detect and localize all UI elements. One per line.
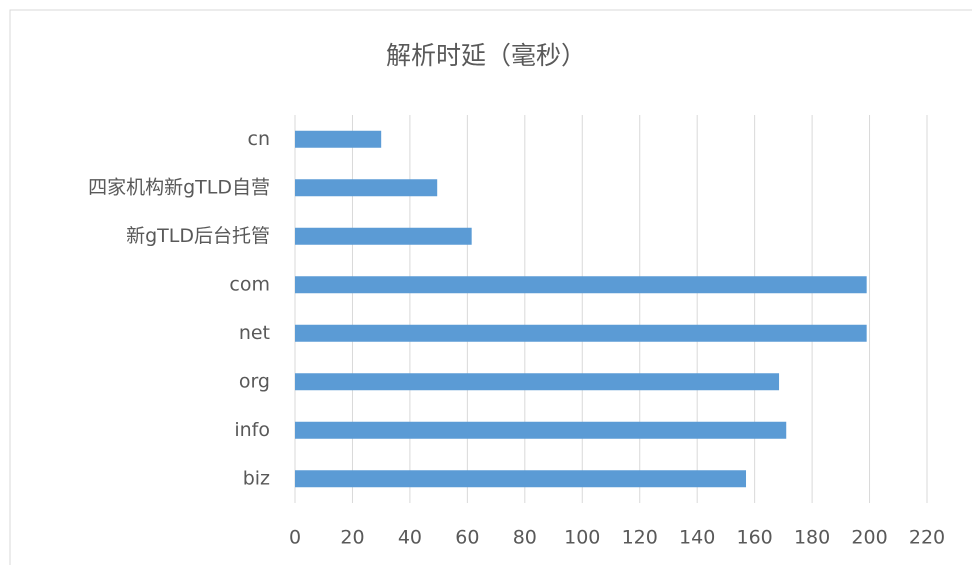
x-tick-label: 220	[909, 527, 945, 549]
x-tick-label: 0	[289, 527, 301, 549]
chart-border	[9, 9, 972, 565]
y-tick-label: biz	[243, 467, 270, 489]
bar	[295, 227, 472, 245]
y-tick-label: org	[239, 370, 270, 392]
bar	[295, 470, 747, 488]
x-tick-label: 140	[679, 527, 715, 549]
x-tick-label: 180	[794, 527, 830, 549]
x-tick-label: 100	[564, 527, 600, 549]
x-tick-label: 80	[513, 527, 537, 549]
y-tick-label: cn	[248, 128, 271, 150]
bar	[295, 130, 382, 148]
y-tick-label: 四家机构新gTLD自营	[88, 176, 270, 198]
bar	[295, 179, 438, 197]
y-tick-label: com	[229, 273, 270, 295]
x-tick-label: 160	[737, 527, 773, 549]
x-tick-label: 120	[622, 527, 658, 549]
bar	[295, 373, 780, 391]
bar	[295, 276, 867, 294]
bar	[295, 324, 867, 342]
x-tick-label: 60	[455, 527, 479, 549]
x-tick-label: 20	[340, 527, 364, 549]
chart-title: 解析时延（毫秒）	[386, 41, 586, 70]
y-tick-label: 新gTLD后台托管	[126, 225, 270, 247]
bar	[295, 421, 787, 439]
x-tick-label: 40	[398, 527, 422, 549]
y-tick-label: net	[239, 322, 270, 344]
x-tick-label: 200	[851, 527, 887, 549]
y-tick-label: info	[234, 419, 270, 441]
